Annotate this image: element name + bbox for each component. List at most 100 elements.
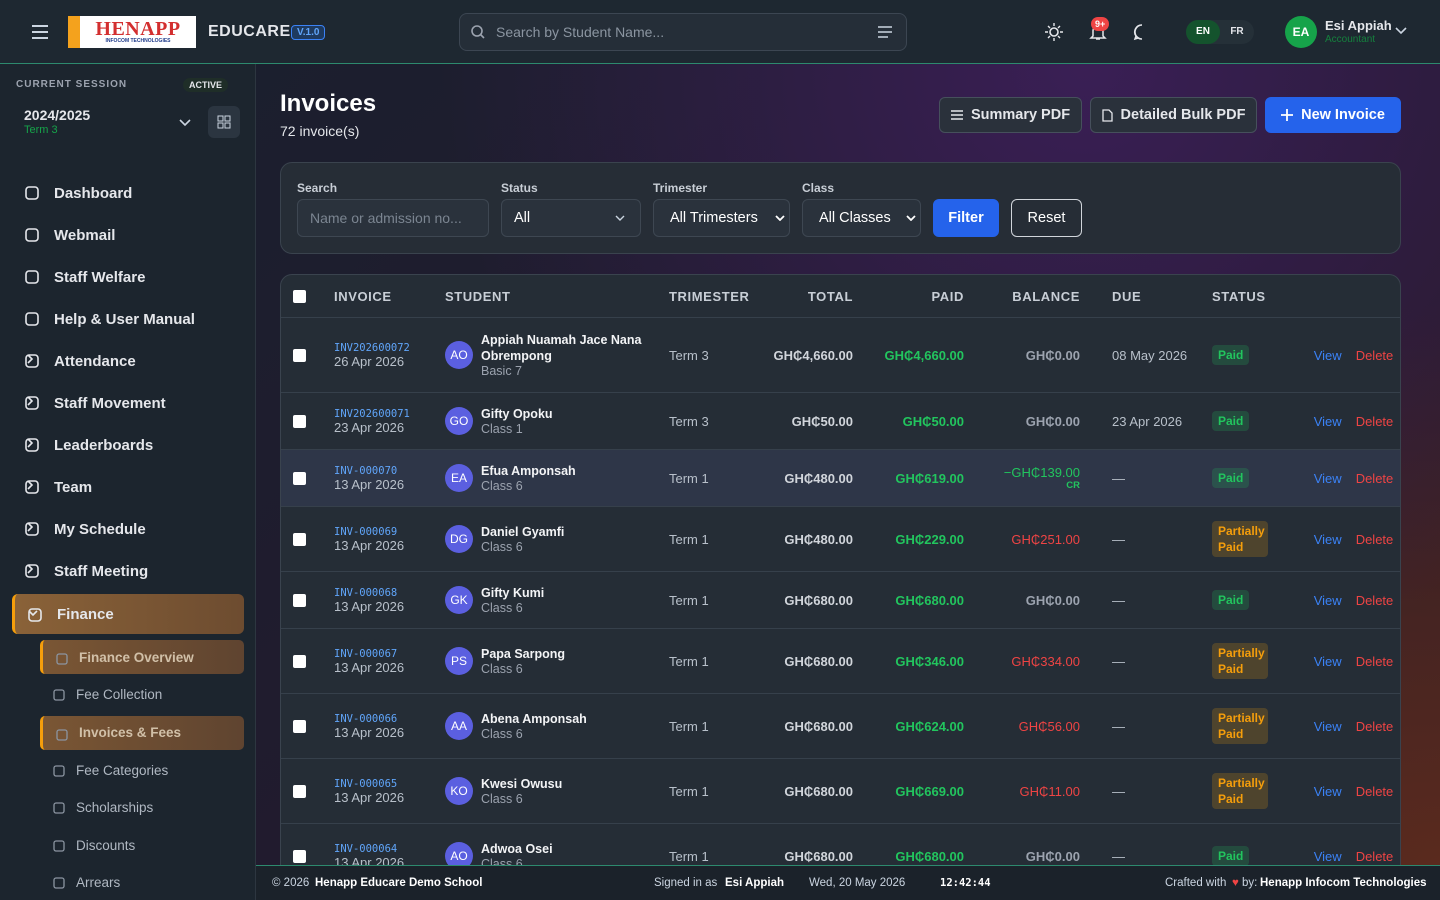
row-checkbox[interactable] <box>293 593 306 607</box>
invoice-number[interactable]: INV-000066 <box>334 712 398 725</box>
actions: View Delete <box>1307 629 1400 693</box>
language-option[interactable]: EN <box>1186 20 1220 44</box>
nav-item[interactable]: Attendance <box>12 340 244 382</box>
view-link[interactable]: View <box>1313 470 1342 486</box>
nav-item[interactable]: Leaderboards <box>12 424 244 466</box>
view-link[interactable]: View <box>1313 531 1342 547</box>
table-row: INV202600071 23 Apr 2026 GO Gifty Opoku Clas… <box>281 393 1400 450</box>
nav-item[interactable]: Team <box>12 466 244 508</box>
nav-item[interactable]: Help & User Manual <box>12 298 244 340</box>
search-input[interactable]: Search by Student Name... <box>459 13 907 51</box>
row-checkbox[interactable] <box>293 471 306 485</box>
cell: PS Papa Sarpong Class 6 <box>445 629 669 693</box>
due-date: — <box>1112 592 1125 608</box>
menu-button[interactable] <box>31 24 49 40</box>
student-class: Class 6 <box>481 662 523 676</box>
user-avatar[interactable]: EA <box>1285 16 1317 48</box>
class-select[interactable]: All Classes <box>802 199 921 237</box>
actions: View Delete <box>1307 759 1400 823</box>
session-year[interactable]: 2024/2025 <box>24 107 91 123</box>
view-link[interactable]: View <box>1313 783 1342 799</box>
submenu-item[interactable]: Invoices & Fees <box>40 715 244 750</box>
trimester-select[interactable]: All Trimesters <box>653 199 790 237</box>
delete-link[interactable]: Delete <box>1355 592 1394 608</box>
student-name: Gifty Kumi <box>481 586 545 600</box>
filter-icon[interactable] <box>878 26 892 38</box>
delete-link[interactable]: Delete <box>1355 531 1394 547</box>
content: Invoices 72 invoice(s) Summary PDF Detai… <box>256 64 1440 865</box>
delete-link[interactable]: Delete <box>1355 783 1394 799</box>
balance: GH₵0.00 <box>1025 413 1080 429</box>
invoice-number[interactable]: INV-000070 <box>334 464 398 477</box>
invoice-number[interactable]: INV202600072 <box>334 341 410 354</box>
search-field[interactable]: Name or admission no... <box>297 199 489 237</box>
nav-item[interactable]: Staff Meeting <box>12 550 244 592</box>
submenu-item[interactable]: Finance Overview <box>40 640 244 674</box>
nav-item[interactable]: Staff Movement <box>12 382 244 424</box>
invoice-number[interactable]: INV-000068 <box>334 586 398 599</box>
trimester: Term 1 <box>669 848 709 864</box>
submenu-item[interactable]: Fee Categories <box>40 752 244 790</box>
row-checkbox[interactable] <box>293 849 306 863</box>
view-link[interactable]: View <box>1313 718 1342 734</box>
submenu-item[interactable]: Discounts <box>40 827 244 865</box>
status-cell: Partially Paid <box>1212 694 1297 758</box>
chevron <box>28 610 38 617</box>
delete-link[interactable]: Delete <box>1355 413 1394 429</box>
nav-item[interactable]: Webmail <box>12 214 244 256</box>
messages-button[interactable] <box>1133 23 1151 41</box>
submenu-item[interactable]: Fee Collection <box>40 676 244 714</box>
summary-pdf-button[interactable]: Summary PDF <box>939 97 1082 133</box>
cell: EA Efua Amponsah Class 6 <box>445 450 669 506</box>
table-row: INV-000070 13 Apr 2026 EA Efua Amponsah Clas… <box>281 450 1400 507</box>
row-checkbox[interactable] <box>293 654 306 668</box>
view-link[interactable]: View <box>1313 413 1342 429</box>
row-checkbox[interactable] <box>293 719 306 733</box>
theme-toggle[interactable] <box>1045 23 1063 41</box>
invoice-number[interactable]: INV-000065 <box>334 777 398 790</box>
nav-item[interactable]: My Schedule <box>12 508 244 550</box>
view-link[interactable]: View <box>1313 653 1342 669</box>
reset-button[interactable]: Reset <box>1011 199 1082 237</box>
view-link[interactable]: View <box>1313 347 1342 363</box>
status-pill: Partially Paid <box>1212 643 1268 679</box>
view-link[interactable]: View <box>1313 592 1342 608</box>
nav-label: Finance <box>57 605 114 623</box>
nav-item[interactable]: Staff Welfare <box>12 256 244 298</box>
total: GH₵680.00 <box>784 592 853 608</box>
submenu-item[interactable]: Scholarships <box>40 789 244 827</box>
select-all-checkbox[interactable] <box>293 289 306 303</box>
row-checkbox[interactable] <box>293 784 306 798</box>
due-date: — <box>1112 470 1125 486</box>
view-link[interactable]: View <box>1313 848 1342 864</box>
delete-link[interactable]: Delete <box>1355 653 1394 669</box>
invoice-number[interactable]: INV-000064 <box>334 842 398 855</box>
nav-item[interactable]: Finance <box>12 594 244 634</box>
apps-button[interactable] <box>208 106 240 138</box>
status-pill: Paid <box>1212 590 1250 610</box>
invoice-number[interactable]: INV-000069 <box>334 525 398 538</box>
logo[interactable]: HENAPP INFOCOM TECHNOLOGIES <box>68 16 196 48</box>
cell: INV-000065 13 Apr 2026 <box>334 759 445 823</box>
user-menu-chevron[interactable] <box>1395 27 1407 35</box>
row-checkbox[interactable] <box>293 348 306 362</box>
bulk-pdf-button[interactable]: Detailed Bulk PDF <box>1090 97 1257 133</box>
filter-button[interactable]: Filter <box>933 199 999 237</box>
invoice-number[interactable]: INV-000067 <box>334 647 398 660</box>
button-label: Summary PDF <box>970 107 1071 123</box>
row-checkbox[interactable] <box>293 532 306 546</box>
language-option[interactable]: FR <box>1230 26 1244 37</box>
delete-link[interactable]: Delete <box>1355 347 1394 363</box>
session-dropdown[interactable] <box>179 119 191 127</box>
delete-link[interactable]: Delete <box>1355 470 1394 486</box>
row-checkbox[interactable] <box>293 414 306 428</box>
nav-item[interactable]: Dashboard <box>12 172 244 214</box>
submenu-item[interactable]: Arrears <box>40 864 244 900</box>
student-class: Class 6 <box>481 540 523 554</box>
invoice-number[interactable]: INV202600071 <box>334 407 410 420</box>
new-invoice-button[interactable]: New Invoice <box>1265 97 1401 133</box>
delete-link[interactable]: Delete <box>1355 848 1394 864</box>
delete-link[interactable]: Delete <box>1355 718 1394 734</box>
nav-label: Team <box>54 478 93 496</box>
student-name: Papa Sarpong <box>481 647 566 661</box>
